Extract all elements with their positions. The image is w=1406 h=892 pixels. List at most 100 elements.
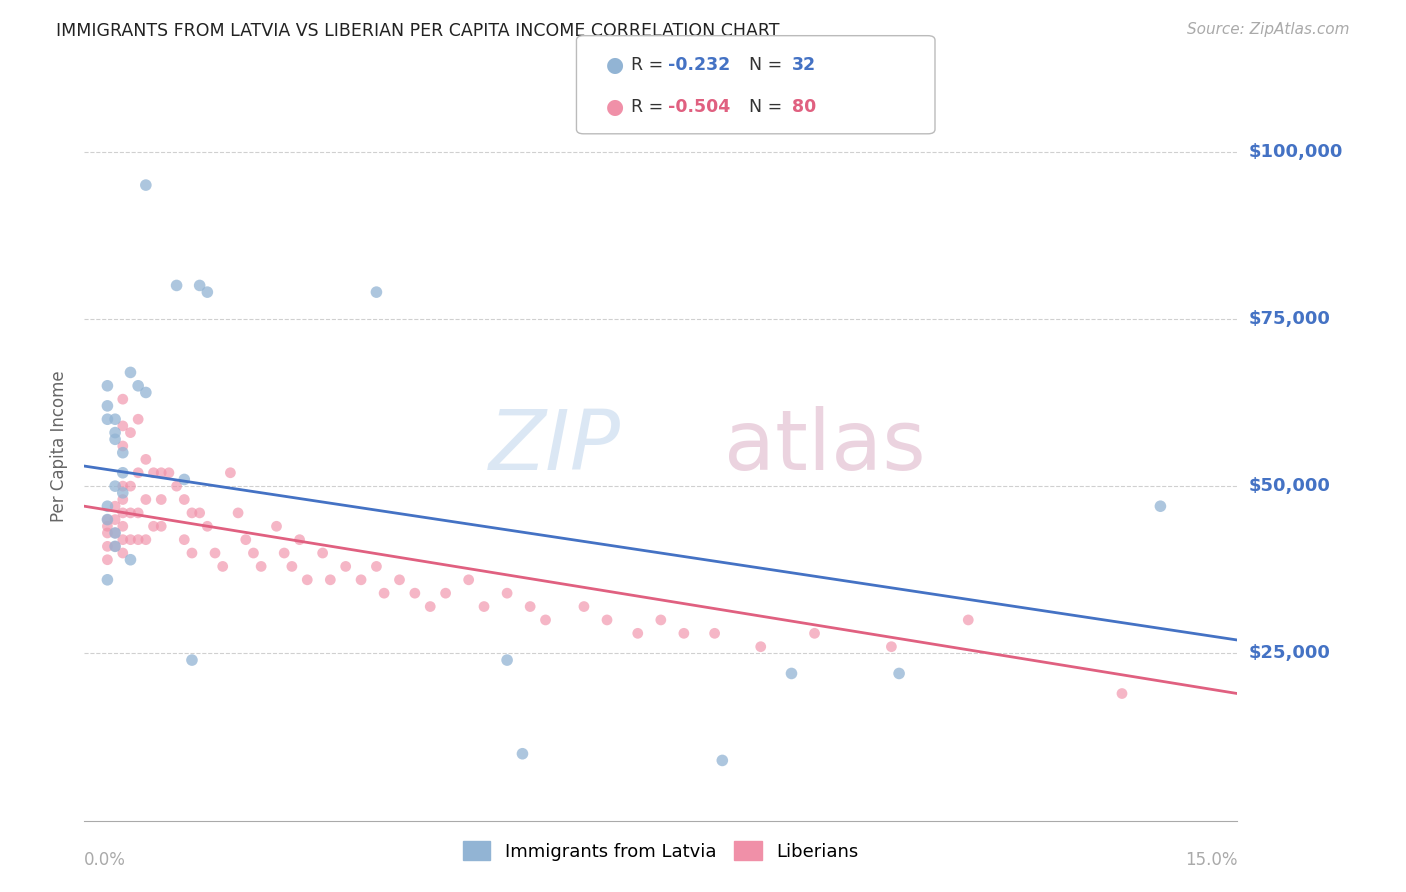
Point xyxy=(120,533,142,547)
Text: R =: R = xyxy=(631,98,669,116)
Point xyxy=(887,666,910,681)
Point xyxy=(311,546,333,560)
Text: N =: N = xyxy=(749,56,789,74)
Point xyxy=(96,573,118,587)
Point xyxy=(104,512,127,526)
Point xyxy=(96,539,118,553)
Text: 32: 32 xyxy=(792,56,815,74)
Point xyxy=(135,452,157,467)
Point xyxy=(120,366,142,380)
Point xyxy=(111,419,134,434)
Point xyxy=(135,178,157,192)
Point xyxy=(150,492,173,507)
Point xyxy=(219,466,242,480)
Point xyxy=(572,599,595,614)
Point xyxy=(135,533,157,547)
Point xyxy=(366,285,388,299)
Point xyxy=(434,586,457,600)
Point xyxy=(104,412,127,426)
Point xyxy=(419,599,441,614)
Text: ●: ● xyxy=(606,97,624,117)
Point xyxy=(297,573,319,587)
Point xyxy=(496,653,519,667)
Point xyxy=(235,533,257,547)
Point xyxy=(96,378,118,392)
Point xyxy=(142,466,165,480)
Text: $50,000: $50,000 xyxy=(1249,477,1330,495)
Point xyxy=(96,512,118,526)
Point xyxy=(96,512,118,526)
Text: $25,000: $25,000 xyxy=(1249,644,1330,663)
Point xyxy=(627,626,650,640)
Point xyxy=(111,485,134,500)
Point xyxy=(173,473,195,487)
Point xyxy=(181,506,204,520)
Text: $100,000: $100,000 xyxy=(1249,143,1343,161)
Text: R =: R = xyxy=(631,56,669,74)
Text: -0.504: -0.504 xyxy=(668,98,730,116)
Text: ZIP: ZIP xyxy=(488,406,620,486)
Text: 15.0%: 15.0% xyxy=(1185,851,1237,869)
Point xyxy=(250,559,273,574)
Point xyxy=(281,559,304,574)
Point xyxy=(111,533,134,547)
Point xyxy=(150,466,173,480)
Point xyxy=(803,626,825,640)
Point xyxy=(111,446,134,460)
Point xyxy=(120,479,142,493)
Point xyxy=(496,586,519,600)
Point xyxy=(195,285,218,299)
Text: 80: 80 xyxy=(792,98,815,116)
Point xyxy=(957,613,980,627)
Point xyxy=(188,506,211,520)
Text: $75,000: $75,000 xyxy=(1249,310,1330,328)
Point xyxy=(96,500,118,514)
Point xyxy=(672,626,695,640)
Point xyxy=(703,626,725,640)
Point xyxy=(96,399,118,413)
Point xyxy=(120,506,142,520)
Point xyxy=(127,412,149,426)
Point xyxy=(404,586,426,600)
Point xyxy=(173,492,195,507)
Point xyxy=(157,466,180,480)
Point xyxy=(534,613,557,627)
Point xyxy=(596,613,619,627)
Point xyxy=(181,546,204,560)
Point xyxy=(104,539,127,553)
Point xyxy=(104,425,127,440)
Point xyxy=(373,586,395,600)
Point xyxy=(512,747,534,761)
Point xyxy=(273,546,295,560)
Point xyxy=(150,519,173,533)
Point xyxy=(111,479,134,493)
Point xyxy=(266,519,288,533)
Point xyxy=(181,653,204,667)
Point xyxy=(111,506,134,520)
Point xyxy=(173,533,195,547)
Point xyxy=(127,533,149,547)
Point xyxy=(142,519,165,533)
Point xyxy=(166,278,188,293)
Point xyxy=(104,479,127,493)
Legend: Immigrants from Latvia, Liberians: Immigrants from Latvia, Liberians xyxy=(456,834,866,868)
Point xyxy=(472,599,495,614)
Y-axis label: Per Capita Income: Per Capita Income xyxy=(51,370,69,522)
Point xyxy=(211,559,233,574)
Point xyxy=(650,613,672,627)
Point xyxy=(111,492,134,507)
Point xyxy=(127,506,149,520)
Point xyxy=(135,385,157,400)
Point xyxy=(749,640,772,654)
Point xyxy=(457,573,479,587)
Text: atlas: atlas xyxy=(724,406,927,486)
Point xyxy=(880,640,903,654)
Text: Source: ZipAtlas.com: Source: ZipAtlas.com xyxy=(1187,22,1350,37)
Point xyxy=(350,573,373,587)
Text: -0.232: -0.232 xyxy=(668,56,730,74)
Point xyxy=(335,559,357,574)
Point xyxy=(388,573,411,587)
Point xyxy=(242,546,264,560)
Point xyxy=(188,278,211,293)
Text: 0.0%: 0.0% xyxy=(84,851,127,869)
